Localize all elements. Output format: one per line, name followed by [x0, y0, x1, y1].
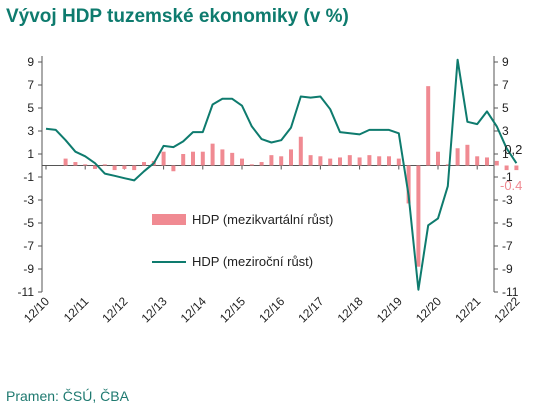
- y-tick-label-left: 5: [27, 101, 34, 115]
- bar: [455, 148, 460, 166]
- y-tick-label-left: -7: [23, 239, 34, 253]
- y-tick-label-left: 7: [27, 78, 34, 92]
- bar: [73, 162, 78, 166]
- x-tick-label: 12/17: [295, 294, 326, 325]
- legend: HDP (mezikvartální růst) HDP (meziroční r…: [152, 212, 333, 269]
- bar: [112, 165, 117, 171]
- legend-label-line: HDP (meziroční růst): [192, 254, 313, 269]
- y-tick-label-right: -7: [502, 239, 513, 253]
- x-tick-label: 12/21: [452, 294, 483, 325]
- bar: [210, 143, 215, 166]
- chart-title: Vývoj HDP tuzemské ekonomiky (v %): [6, 6, 349, 27]
- annotation-qoq-last: -0.4: [500, 178, 522, 193]
- y-tick-label-left: 3: [27, 124, 34, 138]
- bar: [161, 151, 166, 166]
- bar: [132, 165, 137, 171]
- line-series: [45, 58, 518, 291]
- bar: [102, 164, 107, 166]
- x-tick-label: 12/11: [61, 294, 92, 325]
- bar: [181, 154, 186, 166]
- bar: [298, 136, 303, 166]
- y-tick-label-left: -3: [23, 193, 34, 207]
- bar: [259, 162, 264, 166]
- bar: [436, 151, 440, 166]
- line-path: [45, 58, 518, 291]
- source-note: Pramen: ČSÚ, ČBA: [6, 388, 129, 404]
- y-tick-label-left: -11: [18, 285, 35, 299]
- bar: [347, 155, 352, 166]
- bar: [83, 164, 88, 166]
- bar: [445, 164, 450, 166]
- bar: [396, 158, 401, 166]
- chart-area: 9 9 7 7 5 5 3 3 1 1 -1 -1 -3 -3 -5 -5 -7 -7 -9 -9 -11 -11 12/1…: [18, 55, 523, 325]
- x-tick-label: 12/15: [217, 294, 248, 325]
- bar: [63, 158, 68, 166]
- x-tick-label: 12/14: [178, 294, 209, 325]
- legend-swatch-bar: [152, 214, 186, 225]
- annotations: 0,2 -0.4: [500, 142, 522, 193]
- bar: [269, 155, 274, 166]
- bar: [240, 158, 244, 166]
- bar: [289, 149, 293, 166]
- y-tick-label-left: 9: [27, 55, 34, 69]
- bar: [220, 149, 225, 166]
- x-tick-label: 12/20: [413, 294, 444, 325]
- bar: [494, 160, 499, 166]
- y-tick-label-right: 3: [502, 124, 509, 138]
- bar: [230, 152, 235, 166]
- bar: [377, 156, 382, 166]
- bar: [318, 156, 323, 166]
- bar: [328, 158, 333, 166]
- bar: [171, 165, 176, 172]
- bar: [485, 157, 489, 166]
- bar: [475, 156, 480, 166]
- bar: [338, 157, 342, 166]
- y-tick-label-left: -9: [23, 262, 34, 276]
- bar: [387, 156, 391, 166]
- legend-label-bar: HDP (mezikvartální růst): [192, 212, 333, 227]
- y-tick-label-left: -5: [23, 216, 34, 230]
- y-tick-label-right: -1: [502, 170, 513, 184]
- y-tick-label-right: 5: [502, 101, 509, 115]
- bar: [504, 165, 509, 171]
- x-tick-label: 12/18: [335, 294, 366, 325]
- y-tick-label-right: -5: [502, 216, 513, 230]
- y-tick-label-right: -9: [502, 262, 513, 276]
- bar: [93, 165, 97, 169]
- bar: [191, 151, 195, 166]
- bar: [426, 86, 431, 166]
- bar: [308, 155, 313, 166]
- bar: [142, 162, 146, 166]
- bar: [367, 155, 372, 166]
- bar: [406, 165, 411, 204]
- y-tick-label-right: 1: [502, 147, 509, 161]
- bar: [200, 151, 205, 166]
- bar: [465, 144, 470, 166]
- bar: [279, 156, 284, 166]
- y-tick-label-left: -1: [23, 170, 34, 184]
- bar: [357, 157, 362, 166]
- x-tick-label: 12/12: [99, 294, 130, 325]
- bar: [122, 165, 127, 169]
- bar: [514, 165, 519, 171]
- y-tick-label-right: 9: [502, 55, 509, 69]
- x-tick-label: 12/13: [139, 294, 170, 325]
- bar: [416, 165, 421, 267]
- y-tick-label-right: -11: [502, 285, 519, 299]
- bar: [249, 164, 254, 166]
- annotation-yoy-last: 0,2: [504, 142, 522, 157]
- y-tick-label-right: -3: [502, 193, 513, 207]
- y-tick-label-right: 7: [502, 78, 509, 92]
- x-tick-label: 12/19: [374, 294, 405, 325]
- x-tick-label: 12/16: [256, 294, 287, 325]
- bar-series: [63, 86, 519, 267]
- y-tick-label-left: 1: [27, 147, 34, 161]
